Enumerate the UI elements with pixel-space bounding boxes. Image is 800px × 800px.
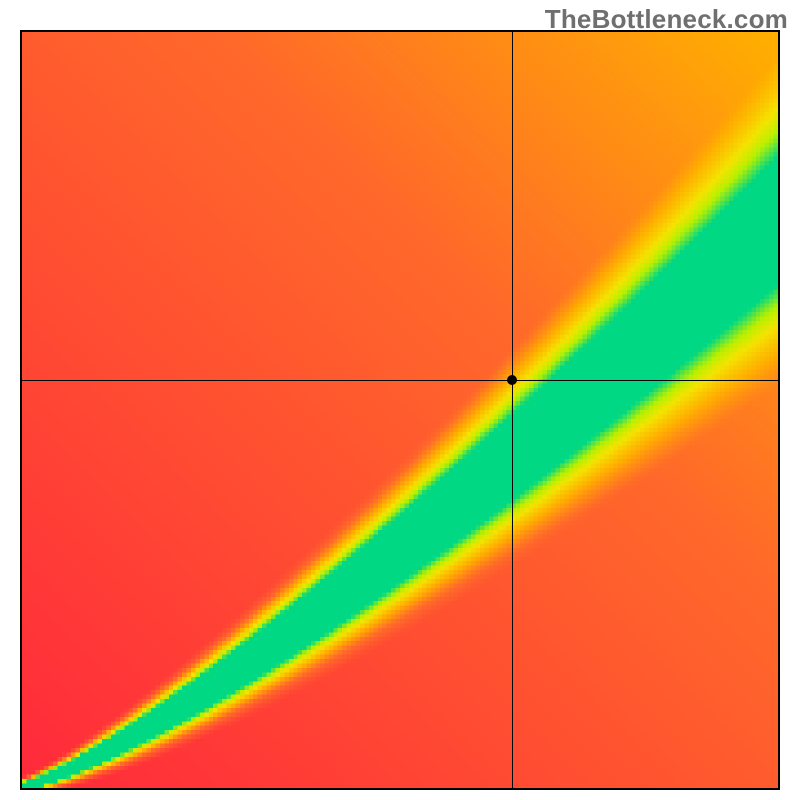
- crosshair-vertical: [512, 32, 513, 788]
- watermark-text: TheBottleneck.com: [545, 4, 788, 35]
- crosshair-horizontal: [22, 380, 778, 381]
- chart-container: TheBottleneck.com: [0, 0, 800, 800]
- heatmap-canvas: [22, 32, 778, 788]
- plot-frame: [20, 30, 780, 790]
- crosshair-marker-dot: [507, 375, 517, 385]
